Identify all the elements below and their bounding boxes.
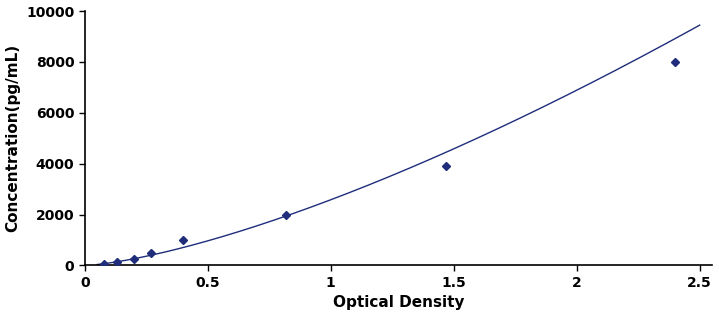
Y-axis label: Concentration(pg/mL): Concentration(pg/mL)	[6, 44, 21, 232]
X-axis label: Optical Density: Optical Density	[333, 295, 464, 310]
